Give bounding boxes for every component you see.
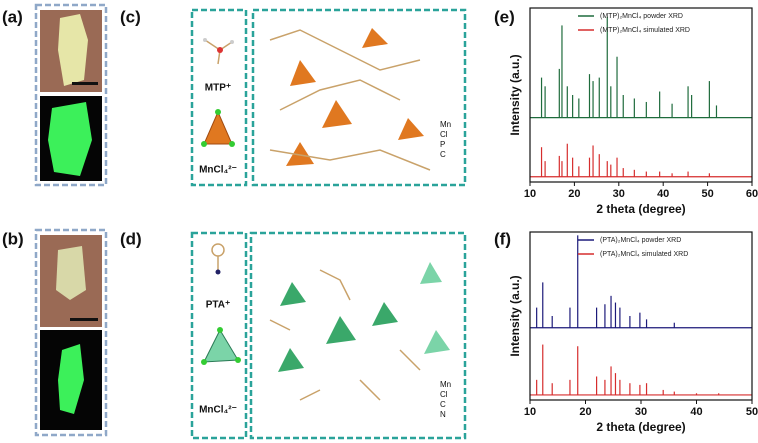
x-tick-label: 10 xyxy=(524,188,536,200)
panel-label: (c) xyxy=(120,7,141,26)
cation-frame xyxy=(190,231,248,440)
molecule xyxy=(211,243,225,275)
legend-label: (PTA)₂MnCl₄ powder XRD xyxy=(600,237,681,244)
x-tick-label: 30 xyxy=(635,406,647,418)
element-legend: C xyxy=(440,150,446,159)
element-legend: C xyxy=(440,400,446,409)
tetrahedron xyxy=(203,328,239,363)
x-tick-label: 40 xyxy=(690,406,702,418)
crystal-glow xyxy=(58,344,84,414)
molecule xyxy=(203,38,234,65)
tetrahedron xyxy=(203,110,233,145)
packing xyxy=(269,262,450,401)
element-legend: Cl xyxy=(440,130,448,139)
element-legend: P xyxy=(440,140,445,149)
x-tick-label: 50 xyxy=(746,406,758,418)
legend-label: (MTP)₂MnCl₄ simulated XRD xyxy=(600,27,690,34)
x-tick-label: 60 xyxy=(746,188,758,200)
y-axis-label: Intensity (a.u.) xyxy=(508,54,522,135)
legend-label: (PTA)₂MnCl₄ simulated XRD xyxy=(600,251,688,258)
anion-label: MnCl₄²⁻ xyxy=(199,405,237,416)
panel-label: (d) xyxy=(120,229,142,248)
element-legend: Cl xyxy=(440,390,448,399)
x-tick-label: 40 xyxy=(657,188,669,200)
crystal xyxy=(58,14,88,86)
element-legend: N xyxy=(440,410,446,419)
cation-label: PTA⁺ xyxy=(206,300,231,311)
cation-frame xyxy=(190,8,248,187)
element-legend: Mn xyxy=(440,380,451,389)
x-tick-label: 10 xyxy=(524,406,536,418)
x-axis-label: 2 theta (degree) xyxy=(596,420,685,434)
cell-frame xyxy=(251,8,467,187)
y-axis-label: Intensity (a.u.) xyxy=(508,275,522,356)
x-tick-label: 50 xyxy=(701,188,713,200)
crystal-glow xyxy=(48,102,92,176)
element-legend: Mn xyxy=(440,120,451,129)
x-tick-label: 20 xyxy=(579,406,591,418)
legend-label: (MTP)₂MnCl₄ powder XRD xyxy=(600,13,683,20)
panel-label: (a) xyxy=(2,7,23,26)
scale-bar xyxy=(70,318,98,321)
scale-bar xyxy=(72,82,98,85)
panel-label: (e) xyxy=(494,7,515,26)
panel-label: (f) xyxy=(494,229,511,248)
packing xyxy=(269,28,431,171)
x-tick-label: 30 xyxy=(613,188,625,200)
photo-frame xyxy=(34,228,108,437)
crystal xyxy=(56,246,86,300)
cell-frame xyxy=(249,231,467,440)
anion-label: MnCl₄²⁻ xyxy=(199,165,237,176)
cation-label: MTP⁺ xyxy=(205,83,231,94)
x-tick-label: 20 xyxy=(568,188,580,200)
x-axis-label: 2 theta (degree) xyxy=(596,202,685,216)
plot-frame xyxy=(529,7,753,183)
photo-frame xyxy=(34,3,108,187)
panel-label: (b) xyxy=(2,229,24,248)
